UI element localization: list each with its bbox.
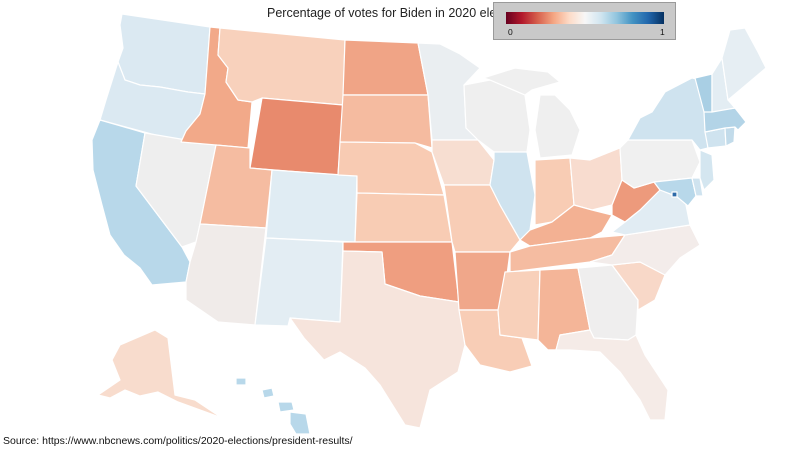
state-NJ[interactable] <box>699 149 715 191</box>
state-CO[interactable] <box>265 169 358 243</box>
state-IA[interactable] <box>431 139 495 186</box>
state-TX[interactable] <box>289 250 466 429</box>
state-ND[interactable] <box>342 39 429 96</box>
state-MS[interactable] <box>497 269 541 341</box>
state-RI[interactable] <box>724 126 736 147</box>
state-MA[interactable] <box>703 107 747 133</box>
state-HI[interactable] <box>235 377 311 435</box>
state-ME[interactable] <box>721 27 767 101</box>
state-NY[interactable] <box>627 77 709 151</box>
state-DC[interactable] <box>671 191 678 198</box>
state-FL[interactable] <box>547 329 669 421</box>
state-AK[interactable] <box>97 329 223 419</box>
color-legend: 0 1 <box>493 2 676 40</box>
state-WY[interactable] <box>249 97 344 176</box>
legend-gradient-bar <box>506 12 664 24</box>
state-MI[interactable] <box>482 67 581 159</box>
map-title: Percentage of votes for Biden in 2020 el… <box>267 6 523 20</box>
legend-min-label: 0 <box>508 27 513 37</box>
state-NH[interactable] <box>711 57 736 113</box>
state-KS[interactable] <box>354 192 453 243</box>
state-SD[interactable] <box>339 94 433 149</box>
state-DE[interactable] <box>691 177 704 197</box>
source-caption: Source: https://www.nbcnews.com/politics… <box>3 435 353 447</box>
state-NC[interactable] <box>589 224 701 276</box>
legend-max-label: 1 <box>660 27 665 37</box>
state-AZ[interactable] <box>185 223 267 326</box>
state-NM[interactable] <box>254 237 344 327</box>
state-MT[interactable] <box>217 27 346 106</box>
